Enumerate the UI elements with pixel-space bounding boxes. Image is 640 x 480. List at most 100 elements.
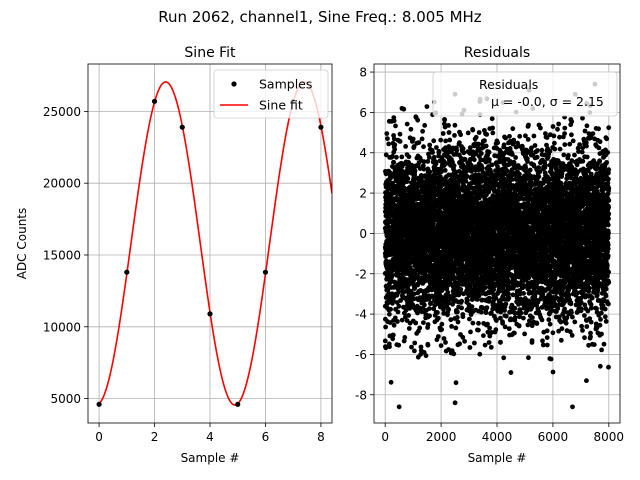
residual-point	[406, 154, 412, 160]
residual-point	[391, 298, 396, 303]
residual-point	[446, 300, 452, 306]
residual-point	[455, 319, 461, 325]
residual-point	[478, 309, 484, 315]
residual-point	[393, 123, 398, 129]
residual-point	[495, 140, 501, 146]
y-tick-label: 8	[359, 66, 367, 80]
residual-point	[476, 293, 482, 299]
residual-point	[412, 340, 418, 346]
x-tick-label: 0	[381, 430, 389, 444]
y-tick-label: 20000	[43, 177, 81, 191]
residual-point	[513, 155, 518, 160]
residual-point	[387, 344, 392, 350]
residual-point	[403, 144, 408, 149]
residual-point	[397, 139, 403, 144]
x-tick-label: 8	[317, 430, 325, 444]
sine-fit-line	[98, 81, 332, 406]
residual-point	[482, 342, 488, 348]
residual-point	[438, 169, 444, 175]
axes-title: Sine Fit	[184, 45, 236, 61]
residual-point	[446, 130, 452, 135]
residual-point	[391, 118, 397, 124]
axes-frame	[87, 63, 333, 424]
sample-point	[235, 401, 241, 407]
residual-point	[416, 140, 422, 146]
residual-point	[411, 291, 417, 297]
x-tick-label: 0	[95, 430, 103, 444]
residual-point	[440, 131, 446, 136]
residual-point	[512, 305, 518, 311]
residual-point	[459, 305, 464, 311]
residual-point	[382, 338, 388, 344]
residual-point	[487, 333, 493, 339]
legend-label-sine-fit: Sine fit	[259, 98, 303, 113]
residual-point	[386, 141, 392, 147]
residual-point	[479, 165, 485, 171]
x-tick-label: 6	[262, 430, 270, 444]
y-tick-label: -6	[355, 348, 367, 362]
residual-point	[412, 168, 418, 174]
residual-points	[382, 81, 612, 410]
residual-point	[425, 159, 431, 164]
residual-point	[404, 121, 410, 127]
residual-point	[476, 130, 482, 135]
residual-point	[453, 380, 459, 386]
residual-point	[401, 338, 407, 344]
residual-point	[438, 343, 444, 348]
residual-point	[512, 330, 517, 336]
residual-point	[486, 295, 492, 301]
residual-point	[385, 136, 390, 142]
residual-point	[482, 138, 487, 144]
residual-point	[422, 123, 428, 128]
residual-point	[399, 317, 405, 323]
residual-point	[413, 320, 419, 326]
x-axis-label: Sample #	[468, 451, 527, 465]
residual-point	[433, 161, 439, 167]
residual-point	[389, 272, 395, 278]
residual-point	[502, 324, 508, 330]
residual-point	[458, 132, 463, 138]
residual-point	[455, 309, 460, 315]
residual-point	[512, 315, 518, 320]
residual-point	[483, 285, 488, 290]
residual-point	[493, 295, 499, 301]
residual-point	[384, 131, 390, 137]
residual-point	[446, 307, 451, 312]
x-tick-label: 4000	[482, 430, 513, 444]
residual-point	[399, 154, 405, 160]
residual-point	[383, 324, 388, 330]
residual-point	[449, 324, 454, 329]
residual-point	[392, 147, 398, 152]
residual-point	[397, 131, 403, 137]
residual-point	[474, 187, 479, 193]
residual-point	[518, 310, 524, 316]
residual-point	[454, 315, 460, 320]
residuals-axes: 0 2000 4000 6000 8000-8-6-4-202468ResidualsS…	[355, 45, 624, 465]
residual-point	[491, 292, 496, 297]
residual-point	[444, 286, 450, 292]
residual-point	[415, 310, 420, 316]
residual-point	[467, 316, 472, 322]
legend-box	[213, 69, 329, 119]
residual-point	[480, 170, 486, 175]
y-tick-label: 4	[359, 146, 367, 160]
residual-point	[439, 327, 444, 332]
residual-point	[441, 336, 447, 341]
x-tick-label: 6000	[538, 430, 569, 444]
y-tick-label: 15000	[43, 248, 81, 262]
y-tick-label: 5000	[50, 392, 81, 406]
residual-point	[491, 287, 497, 293]
residual-point	[517, 133, 523, 139]
residual-point	[473, 134, 479, 140]
axes-title: Residuals	[464, 45, 530, 61]
residual-point	[408, 126, 414, 132]
residual-point	[396, 289, 401, 295]
y-tick-label: 10000	[43, 320, 81, 334]
residual-point	[399, 168, 405, 174]
residual-point	[438, 137, 444, 143]
residual-point	[489, 116, 495, 122]
residual-point	[442, 117, 447, 123]
residual-point	[421, 320, 426, 325]
residual-point	[488, 344, 494, 350]
